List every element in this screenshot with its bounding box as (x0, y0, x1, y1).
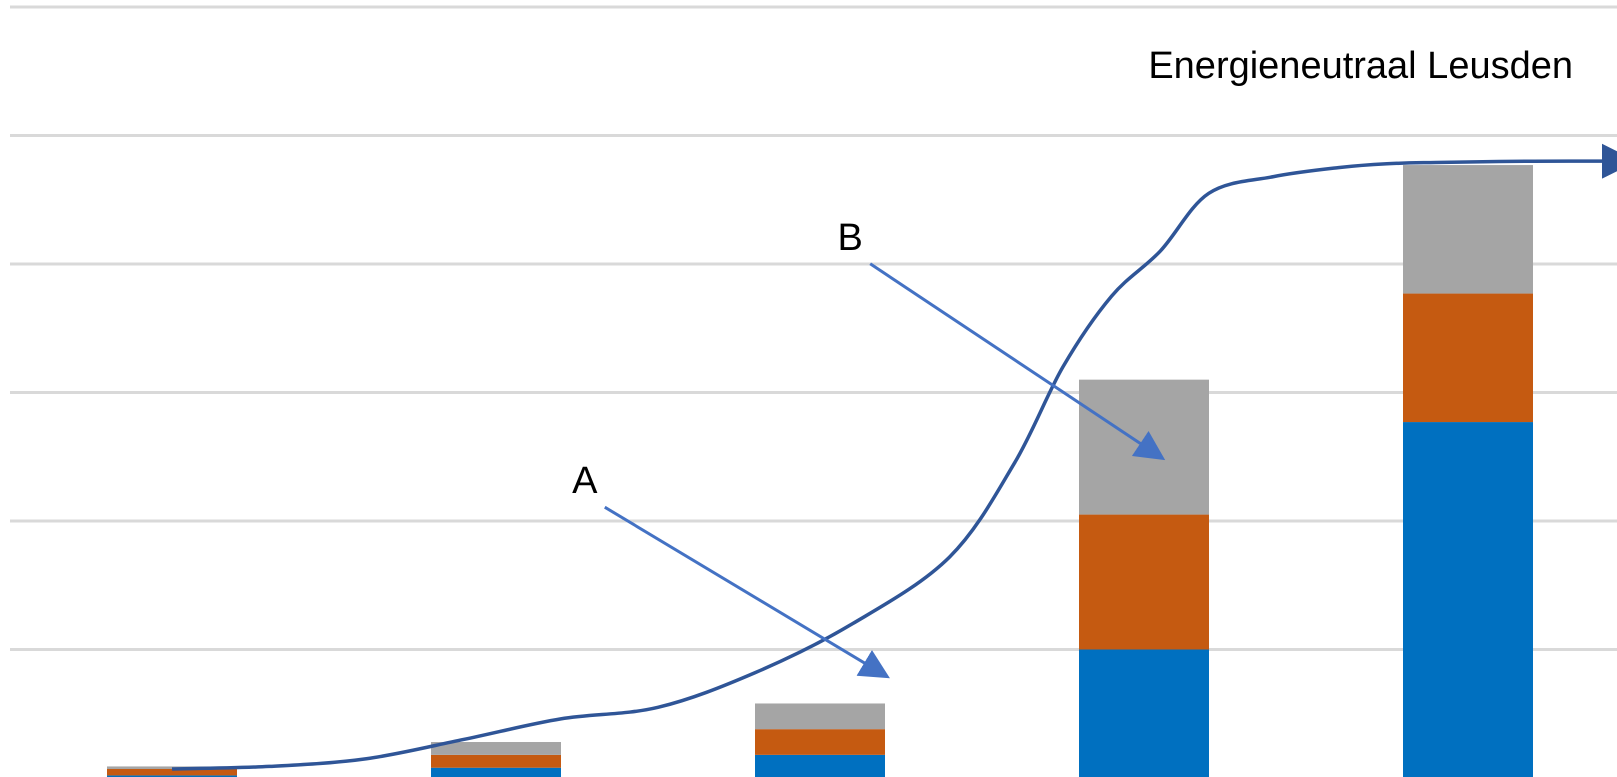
trend-curve (171, 143, 1617, 771)
bar-segment-5-series-1 (1403, 422, 1533, 777)
bar-segment-1-series-1 (107, 775, 237, 777)
bar-segment-1-series-2 (107, 769, 237, 776)
bar-segment-5-series-3 (1403, 165, 1533, 294)
bar-segment-3-series-1 (755, 754, 885, 777)
bars (107, 165, 1533, 777)
annotations: AB (572, 217, 1166, 679)
annotation-arrow-a (604, 505, 890, 679)
gridlines (10, 5, 1617, 651)
bar-segment-4-series-1 (1079, 649, 1209, 777)
bar-segment-4-series-2 (1079, 514, 1209, 650)
annotation-label-a: A (572, 460, 598, 502)
bar-segment-2-series-2 (431, 754, 561, 768)
bar-segment-5-series-2 (1403, 293, 1533, 423)
bar-segment-2-series-1 (431, 767, 561, 777)
bar-segment-3-series-2 (755, 729, 885, 755)
annotation-arrow-b (869, 262, 1166, 461)
chart-title: Energieneutraal Leusden (1148, 45, 1573, 87)
bar-segment-3-series-3 (755, 703, 885, 730)
bar-segment-2-series-3 (431, 742, 561, 755)
annotation-label-b: B (838, 217, 863, 259)
